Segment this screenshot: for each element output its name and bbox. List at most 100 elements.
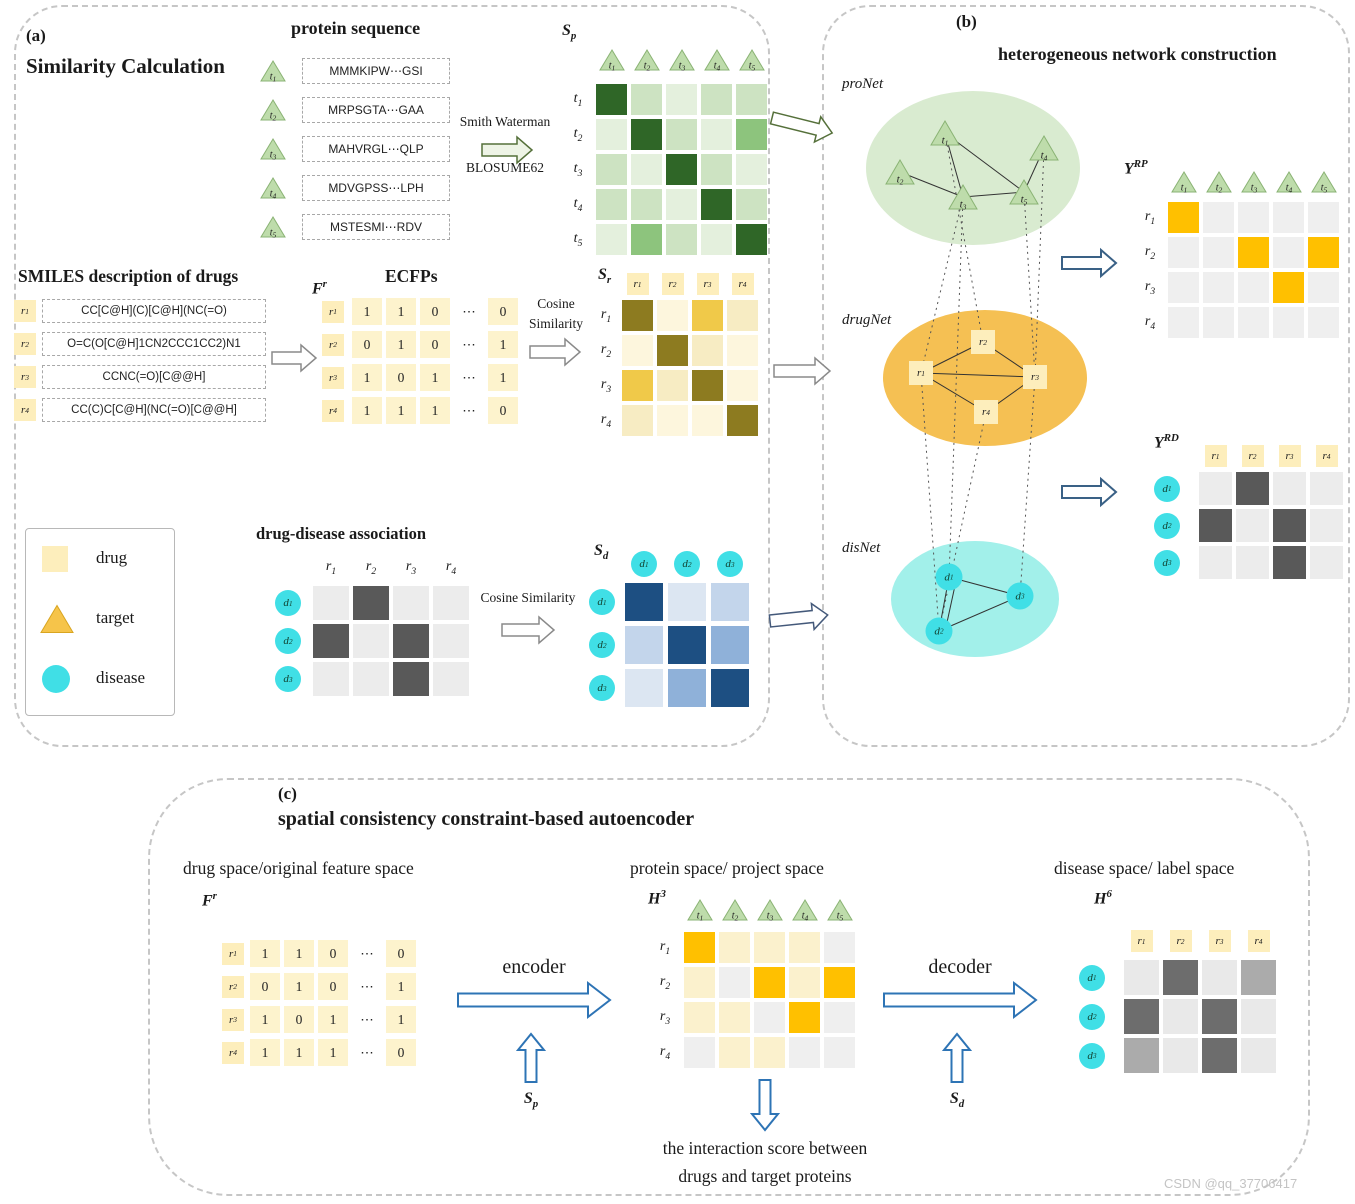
sr-cell-r1c1 <box>622 300 653 331</box>
yrp-cell-r3c2 <box>1203 272 1234 303</box>
sp-row-header-t4: t4 <box>573 195 583 214</box>
h6-cell-r1c2 <box>1163 960 1198 995</box>
fr_a-cell-r1c1: 1 <box>352 298 382 325</box>
sp-cell-r1c3 <box>666 84 697 115</box>
sp-input-label: Sp <box>523 1090 539 1111</box>
sr-row-header-r4: r4 <box>600 411 612 430</box>
yrp-cell-r4c4 <box>1273 307 1304 338</box>
fr_a-cell-r4c2: 1 <box>386 397 416 424</box>
h3-cell-r1c2 <box>719 932 750 963</box>
sr-cell-r4c1 <box>622 405 653 436</box>
fr_a-cell-r1c3: 0 <box>420 298 450 325</box>
yrp-row-header-r1: r1 <box>1144 208 1156 227</box>
h3-cell-r4c5 <box>824 1037 855 1068</box>
panel-c-title: spatial consistency constraint-based aut… <box>278 808 695 830</box>
sp-row-header-t1: t1 <box>573 90 583 109</box>
sr-cell-r1c2 <box>657 300 688 331</box>
yrp-cell-r1c1 <box>1168 202 1199 233</box>
svg-text:t2: t2 <box>731 911 738 922</box>
drugnet-label: drugNet <box>842 312 892 328</box>
panel-c-border <box>148 778 1310 1196</box>
sp-cell-r2c4 <box>701 119 732 150</box>
yrp-cell-r1c3 <box>1238 202 1269 233</box>
fr_a-cell-r2c1: 0 <box>352 331 382 358</box>
yrp-cell-r3c1 <box>1168 272 1199 303</box>
yrp-row-header-r4: r4 <box>1144 313 1156 332</box>
sd-cell-r3c3 <box>711 669 749 707</box>
h3-cell-r1c3 <box>754 932 785 963</box>
h3-cell-r4c1 <box>684 1037 715 1068</box>
h3-cell-r4c2 <box>719 1037 750 1068</box>
sr-cell-r2c4 <box>727 335 758 366</box>
cosine-similarity-label: Cosine Similarity <box>480 590 576 605</box>
smiles-string-r1: CC[C@H](C)[C@H](NC(=O) <box>42 299 266 323</box>
dd-cell-r1c3 <box>393 586 429 620</box>
svg-text:t1: t1 <box>1180 183 1187 194</box>
yrp-cell-r1c4 <box>1273 202 1304 233</box>
svg-text:t1: t1 <box>608 61 615 72</box>
dd-cell-r3c1 <box>313 662 349 696</box>
h3-matrix-label: H3 <box>648 888 666 908</box>
fr_c-cell-r1c3: 0 <box>318 940 348 967</box>
pronet-label: proNet <box>842 76 884 92</box>
blosume62-label: BLOSUME62 <box>465 160 545 175</box>
sp-cell-r3c5 <box>736 154 767 185</box>
pronet-node-t2: t2 <box>885 159 915 187</box>
sp-cell-r5c1 <box>596 224 627 255</box>
yrd-cell-r1c3 <box>1273 472 1306 505</box>
fr_c-cell-r3c1: 1 <box>250 1006 280 1033</box>
yrd-cell-r2c2 <box>1236 509 1269 542</box>
disease-space-label: disease space/ label space <box>1054 858 1235 878</box>
sp-cell-r2c5 <box>736 119 767 150</box>
sr-cell-r1c3 <box>692 300 723 331</box>
h3-cell-r3c4 <box>789 1002 820 1033</box>
fr_c-matrix-label: Fr <box>202 890 217 910</box>
h3-cell-r1c4 <box>789 932 820 963</box>
yrd-cell-r1c2 <box>1236 472 1269 505</box>
panel-a-title: Similarity Calculation <box>26 54 225 78</box>
fr_a-cell-r1c5: 0 <box>488 298 518 325</box>
interaction-score-line1: the interaction score between <box>662 1138 868 1158</box>
yrd-cell-r3c2 <box>1236 546 1269 579</box>
yrp-col-header-t2: t2 <box>1205 171 1232 195</box>
sp-cell-r1c5 <box>736 84 767 115</box>
h3-cell-r2c5 <box>824 967 855 998</box>
svg-text:t5: t5 <box>1320 183 1327 194</box>
cosine-word-2: Similarity <box>529 316 583 331</box>
h6-cell-r1c1 <box>1124 960 1159 995</box>
svg-text:t2: t2 <box>1215 183 1222 194</box>
sr-cell-r2c2 <box>657 335 688 366</box>
h3-cell-r4c3 <box>754 1037 785 1068</box>
svg-text:t1: t1 <box>696 911 703 922</box>
svg-text:t3: t3 <box>1250 183 1257 194</box>
protein-sequence-t1: MMMKIPW⋯GSI <box>302 58 450 84</box>
fr_c-cell-r4c2: 1 <box>284 1039 314 1066</box>
yrp-cell-r3c4 <box>1273 272 1304 303</box>
sp-cell-r4c4 <box>701 189 732 220</box>
yrp-cell-r1c2 <box>1203 202 1234 233</box>
sp-cell-r3c4 <box>701 154 732 185</box>
yrp-cell-r3c3 <box>1238 272 1269 303</box>
sr-matrix-label: Sr <box>598 266 612 287</box>
sp-cell-r4c5 <box>736 189 767 220</box>
h3-cell-r2c2 <box>719 967 750 998</box>
yrp-col-header-t3: t3 <box>1240 171 1267 195</box>
fr_a-cell-r3c2: 0 <box>386 364 416 391</box>
yrp-cell-r4c2 <box>1203 307 1234 338</box>
dd-cell-r2c2 <box>353 624 389 658</box>
dd-cell-r2c4 <box>433 624 469 658</box>
smiles-string-r4: CC(C)C[C@H](NC(=O)[C@@H] <box>42 398 266 422</box>
dd-cell-r1c4 <box>433 586 469 620</box>
